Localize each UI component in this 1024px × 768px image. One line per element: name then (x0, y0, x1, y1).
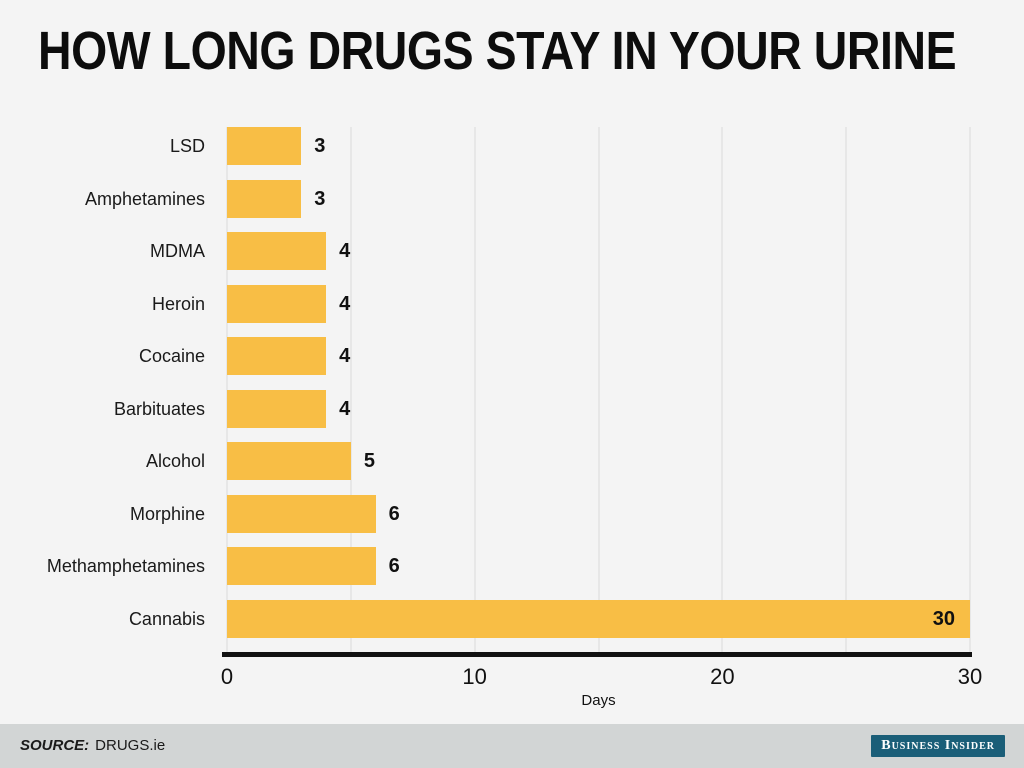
bar-row: Morphine 6 (130, 494, 970, 533)
bar (227, 547, 376, 585)
bar-row: Heroin 4 (152, 284, 970, 323)
value-label: 3 (314, 135, 326, 157)
category-label: Amphetamines (84, 188, 205, 209)
category-label: LSD (169, 136, 205, 156)
x-tick-label: 0 (220, 664, 234, 689)
x-tick-label: 30 (957, 664, 983, 689)
bar-row: Methamphetamines 6 (47, 547, 970, 585)
source-prefix: SOURCE: (20, 737, 90, 754)
value-label: 4 (339, 345, 351, 367)
source-line: SOURCE: DRUGS.ie (20, 724, 165, 768)
bar-row: Barbituates 4 (114, 389, 970, 428)
plot-area: LSD 3 Amphetamines 3 MDMA 4 Heroin 4 Cocaine 4 Bar… (47, 127, 971, 652)
value-label: 30 (932, 607, 955, 630)
gridline (845, 127, 848, 652)
footer-bar: SOURCE: DRUGS.ie Business Insider (0, 724, 1024, 768)
bar-row: LSD 3 (170, 127, 970, 165)
category-label: Methamphetamines (46, 556, 205, 576)
category-label: MDMA (150, 241, 205, 261)
category-label: Morphine (129, 503, 205, 524)
gridline (349, 127, 352, 652)
bar (227, 179, 302, 218)
bar (227, 127, 302, 165)
bar (227, 284, 327, 323)
bar (227, 442, 351, 480)
x-tick-label: 10 (462, 664, 487, 689)
bar-row: Cannabis 30 (129, 599, 970, 638)
chart-title: HOW LONG DRUGS STAY IN YOUR URINE (38, 21, 957, 81)
gridline (473, 127, 476, 652)
gridline (721, 127, 724, 652)
category-label: Barbituates (113, 398, 205, 419)
value-label: 6 (388, 502, 400, 525)
bar-row: MDMA 4 (150, 232, 970, 270)
category-label: Cocaine (138, 346, 205, 366)
category-label: Cannabis (128, 608, 205, 629)
source-value: DRUGS.ie (95, 737, 166, 754)
bar (227, 599, 970, 638)
gridline (597, 127, 600, 652)
bar-row: Cocaine 4 (139, 337, 970, 375)
bar (227, 232, 327, 270)
value-label: 5 (363, 450, 375, 472)
value-label: 4 (339, 292, 351, 315)
x-tick-label: 20 (710, 664, 735, 689)
value-label: 3 (314, 187, 326, 210)
x-axis-title: Days (581, 692, 616, 709)
value-label: 4 (339, 240, 351, 262)
category-label: Alcohol (145, 451, 205, 471)
value-label: 4 (339, 397, 351, 420)
bar (227, 337, 327, 375)
gridline (969, 127, 971, 652)
bar-row: Alcohol 5 (146, 442, 970, 480)
bar-row: Amphetamines 3 (85, 179, 970, 218)
category-label: Heroin (151, 293, 205, 314)
bar (227, 389, 327, 428)
x-axis-line (222, 652, 972, 657)
business-insider-logo: Business Insider (871, 735, 1005, 757)
value-label: 6 (388, 555, 400, 577)
bar (227, 494, 376, 533)
